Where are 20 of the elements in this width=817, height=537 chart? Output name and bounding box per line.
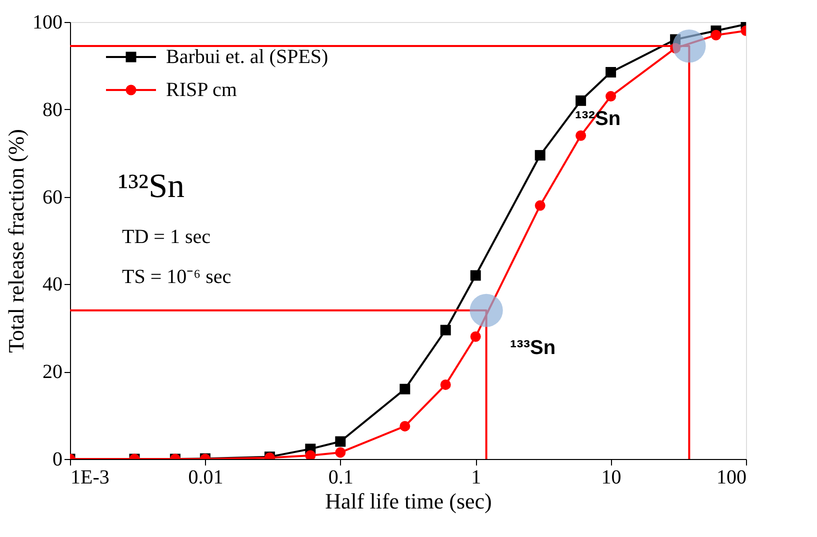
y-tick-label: 100 — [32, 12, 62, 34]
annotation: ¹³²Sn — [118, 168, 184, 205]
x-tick-label: 100 — [716, 466, 746, 488]
y-tick-label: 60 — [42, 186, 62, 208]
y-tick-label: 20 — [42, 361, 62, 384]
x-tick-label: 10 — [601, 466, 622, 488]
y-tick-label: 40 — [42, 274, 62, 296]
x-tick-label: 1E-3 — [70, 466, 110, 488]
y-tick-label: 0 — [52, 448, 62, 470]
y-tick-label: 80 — [42, 98, 62, 121]
x-tick-label: 0.01 — [188, 466, 224, 488]
x-tick-label: 1 — [471, 466, 482, 488]
x-tick-label: 0.1 — [328, 466, 354, 488]
x-axis-title: Half life time (sec) — [325, 488, 492, 514]
legend-label: Barbui et. al (SPES) — [166, 46, 328, 68]
legend-label: RISP cm — [166, 79, 238, 101]
y-axis-title: Total release fraction (%) — [4, 129, 28, 353]
annotation: ¹³³Sn — [510, 337, 556, 359]
annotation: TD = 1 sec — [122, 226, 211, 248]
annotation: TS = 10⁻⁶ sec — [122, 266, 232, 288]
